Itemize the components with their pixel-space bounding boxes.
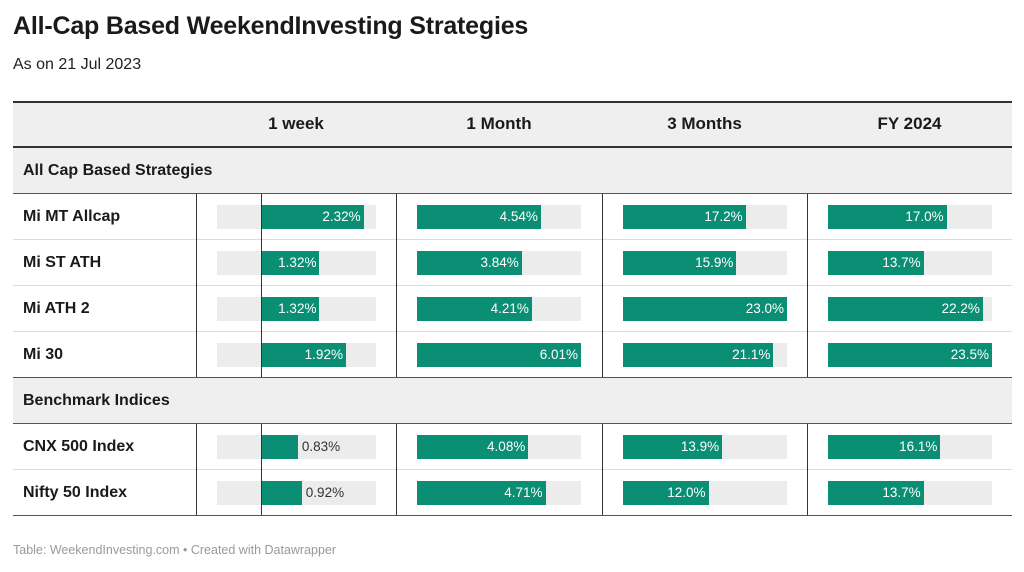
row-label: Mi MT Allcap <box>23 208 121 225</box>
group-border <box>13 423 1012 424</box>
bar-value-label: 1.32% <box>278 255 317 270</box>
bar-value-label: 1.92% <box>304 347 343 362</box>
row-border <box>13 515 1012 516</box>
bar-value-label: 23.0% <box>745 301 784 316</box>
bar-value-label: 12.0% <box>667 485 706 500</box>
bar-value-label: 13.9% <box>680 439 720 454</box>
bar-value-label: 13.7% <box>882 485 921 500</box>
row-border <box>13 239 1012 240</box>
row-border <box>13 377 1012 378</box>
group-header: Benchmark Indices <box>13 378 1012 424</box>
bar <box>417 205 541 229</box>
chart-title: All-Cap Based WeekendInvesting Strategie… <box>13 12 529 40</box>
column-divider <box>807 194 808 377</box>
bar <box>623 435 723 459</box>
bar <box>623 481 709 505</box>
bar <box>261 205 364 229</box>
bar <box>261 435 298 459</box>
bar-value-label: 21.1% <box>732 347 771 362</box>
bar-value-label: 2.32% <box>322 209 361 224</box>
column-divider <box>807 424 808 515</box>
column-header: 3 Months <box>667 114 742 133</box>
bar <box>417 481 546 505</box>
bar <box>417 297 532 321</box>
data-table: 1 week 1 Month 3 Months FY 2024 All Cap Base… <box>13 101 1012 519</box>
bar-value-label: 4.21% <box>490 301 529 316</box>
bar-value-label: 23.5% <box>950 347 989 362</box>
row-label: CNX 500 Index <box>23 438 135 455</box>
bar-value-label: 17.0% <box>905 209 944 224</box>
group-label: Benchmark Indices <box>23 392 170 409</box>
row-border <box>13 469 1012 470</box>
bar-value-label: 16.1% <box>899 439 938 454</box>
group-label: All Cap Based Strategies <box>23 162 213 179</box>
column-divider <box>196 194 197 377</box>
bar <box>828 343 992 367</box>
bar-value-label: 6.01% <box>539 347 578 362</box>
bar-value-label: 4.71% <box>504 485 543 500</box>
bar <box>623 251 737 275</box>
group-header: All Cap Based Strategies <box>13 148 1012 194</box>
table-top-border <box>13 101 1012 103</box>
bar-value-label: 15.9% <box>695 255 734 270</box>
bar-value-label: 0.92% <box>305 485 345 500</box>
column-divider <box>196 424 197 515</box>
bar-value-label: 22.2% <box>941 301 980 316</box>
column-header: 1 week <box>268 114 324 133</box>
bar <box>261 251 320 275</box>
bar-value-label: 4.08% <box>487 439 526 454</box>
row-border <box>13 331 1012 332</box>
group-border <box>13 193 1012 194</box>
chart-footer: Table: WeekendInvesting.com • Created wi… <box>13 543 337 557</box>
bar <box>261 343 346 367</box>
bar-value-label: 13.7% <box>882 255 921 270</box>
bar-value-label: 17.2% <box>704 209 743 224</box>
bar <box>417 343 581 367</box>
bar-value-label: 3.84% <box>480 255 519 270</box>
column-divider <box>396 424 397 515</box>
chart-subtitle: As on 21 Jul 2023 <box>13 56 142 73</box>
bar <box>623 205 746 229</box>
header-bottom-border <box>13 146 1012 148</box>
bar-value-label: 0.83% <box>301 439 341 454</box>
zero-axis-line <box>261 424 262 515</box>
bar <box>417 435 529 459</box>
row-label: Mi ATH 2 <box>23 300 90 317</box>
column-divider <box>602 194 603 377</box>
bar <box>623 297 787 321</box>
bar <box>623 343 774 367</box>
column-divider <box>602 424 603 515</box>
bar <box>828 481 924 505</box>
row-label: Mi ST ATH <box>23 254 102 271</box>
row-label: Nifty 50 Index <box>23 484 128 501</box>
bar <box>828 297 983 321</box>
column-divider <box>396 194 397 377</box>
bar <box>261 297 320 321</box>
column-header: 1 Month <box>466 114 532 133</box>
bar <box>828 205 947 229</box>
bar <box>828 435 941 459</box>
bar-value-label: 4.54% <box>499 209 538 224</box>
row-label: Mi 30 <box>23 346 64 363</box>
table-header <box>13 101 1012 147</box>
bar-value-label: 1.32% <box>278 301 317 316</box>
bar <box>417 251 522 275</box>
bar <box>828 251 924 275</box>
row-border <box>13 285 1012 286</box>
column-header: FY 2024 <box>877 114 942 133</box>
zero-axis-line <box>261 194 262 377</box>
bar <box>261 481 302 505</box>
